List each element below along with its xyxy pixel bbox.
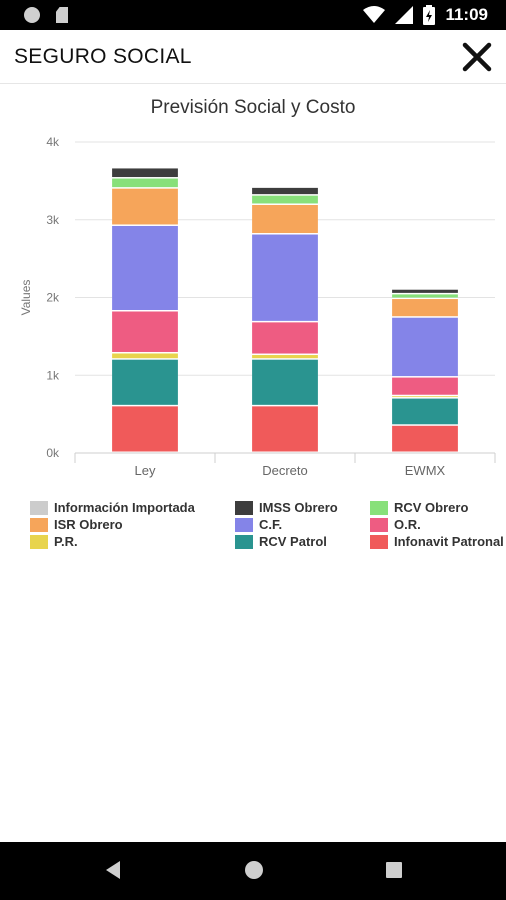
x-tick-label: Decreto	[262, 463, 308, 478]
close-icon[interactable]	[460, 40, 494, 74]
legend-item[interactable]: IMSS Obrero	[235, 500, 338, 515]
bar-segment[interactable]	[112, 225, 178, 310]
x-axis: Ley Decreto EWMX	[74, 452, 496, 478]
legend-label: Infonavit Patronal	[394, 534, 504, 549]
back-icon[interactable]	[104, 860, 122, 880]
legend-label: RCV Patrol	[259, 534, 327, 549]
legend-item[interactable]: Infonavit Patronal	[370, 534, 504, 549]
status-left-icons	[24, 7, 68, 23]
bars	[112, 168, 458, 452]
notification-dot-icon	[24, 7, 40, 23]
legend-swatch	[30, 517, 48, 532]
bar-segment[interactable]	[112, 311, 178, 352]
bar-segment[interactable]	[112, 188, 178, 225]
bar-segment[interactable]	[252, 234, 318, 321]
recents-icon[interactable]	[385, 860, 403, 880]
bar-segment[interactable]	[252, 355, 318, 359]
legend-swatch	[370, 500, 388, 515]
legend-item[interactable]: Información Importada	[30, 500, 195, 515]
bar-segment[interactable]	[112, 178, 178, 188]
bar-segment[interactable]	[392, 398, 458, 425]
legend-swatch	[30, 500, 48, 515]
status-bar: 11:09	[0, 0, 506, 30]
x-tick-label: Ley	[135, 463, 156, 478]
sim-card-icon	[56, 7, 68, 23]
legend-item[interactable]: RCV Obrero	[370, 500, 468, 515]
bar-segment[interactable]	[252, 322, 318, 354]
bar-segment[interactable]	[112, 406, 178, 452]
legend-label: Información Importada	[54, 500, 195, 515]
legend-item[interactable]: RCV Patrol	[235, 534, 327, 549]
status-right-icons: 11:09	[363, 5, 488, 25]
legend-label: P.R.	[54, 534, 78, 549]
legend-label: ISR Obrero	[54, 517, 123, 532]
wifi-icon	[363, 6, 386, 23]
home-icon[interactable]	[244, 860, 264, 880]
y-tick-label: 1k	[46, 368, 60, 382]
x-tick-label: EWMX	[405, 463, 446, 478]
legend-label: O.R.	[394, 517, 421, 532]
legend-label: IMSS Obrero	[259, 500, 338, 515]
y-tick-label: 4k	[46, 135, 60, 149]
chart-svg: Previsión Social y Costo Values 0k 1k 2k 3k…	[19, 97, 496, 478]
legend-swatch	[370, 534, 388, 549]
y-axis-label: Values	[19, 280, 33, 316]
bar-segment[interactable]	[252, 187, 318, 195]
navigation-bar	[0, 842, 506, 900]
bar-segment[interactable]	[392, 377, 458, 395]
stacked-bar-chart: Previsión Social y Costo Values 0k 1k 2k 3k…	[0, 85, 506, 565]
battery-charging-icon	[423, 5, 436, 25]
y-tick-labels: 0k 1k 2k 3k 4k	[46, 135, 60, 460]
bar-segment[interactable]	[392, 396, 458, 398]
bar-segment[interactable]	[252, 359, 318, 405]
bar-segment[interactable]	[252, 204, 318, 234]
bar-segment[interactable]	[252, 406, 318, 452]
page-title: SEGURO SOCIAL	[14, 45, 192, 68]
bar-segment[interactable]	[252, 195, 318, 204]
legend-swatch	[30, 534, 48, 549]
bar-segment[interactable]	[112, 359, 178, 405]
status-clock: 11:09	[445, 5, 488, 24]
app-bar: SEGURO SOCIAL	[0, 30, 506, 84]
bar-segment[interactable]	[392, 289, 458, 293]
y-tick-label: 2k	[46, 291, 60, 305]
legend-swatch	[235, 500, 253, 515]
bar-segment[interactable]	[392, 317, 458, 377]
legend-swatch	[235, 534, 253, 549]
y-tick-label: 3k	[46, 213, 60, 227]
y-tick-label: 0k	[46, 446, 60, 460]
bar-segment[interactable]	[112, 168, 178, 178]
legend-label: RCV Obrero	[394, 500, 469, 515]
bar-segment[interactable]	[112, 353, 178, 359]
legend-swatch	[235, 517, 253, 532]
signal-icon	[395, 6, 414, 24]
legend-label: C.F.	[259, 517, 283, 532]
bar-segment[interactable]	[392, 294, 458, 298]
legend-item[interactable]: C.F.	[235, 517, 282, 532]
chart-title: Previsión Social y Costo	[151, 97, 356, 118]
legend-item[interactable]: P.R.	[30, 534, 78, 549]
bar-segment[interactable]	[392, 299, 458, 317]
legend-item[interactable]: ISR Obrero	[30, 517, 123, 532]
legend-swatch	[370, 517, 388, 532]
bar-segment[interactable]	[392, 425, 458, 452]
legend-item[interactable]: O.R.	[370, 517, 421, 532]
